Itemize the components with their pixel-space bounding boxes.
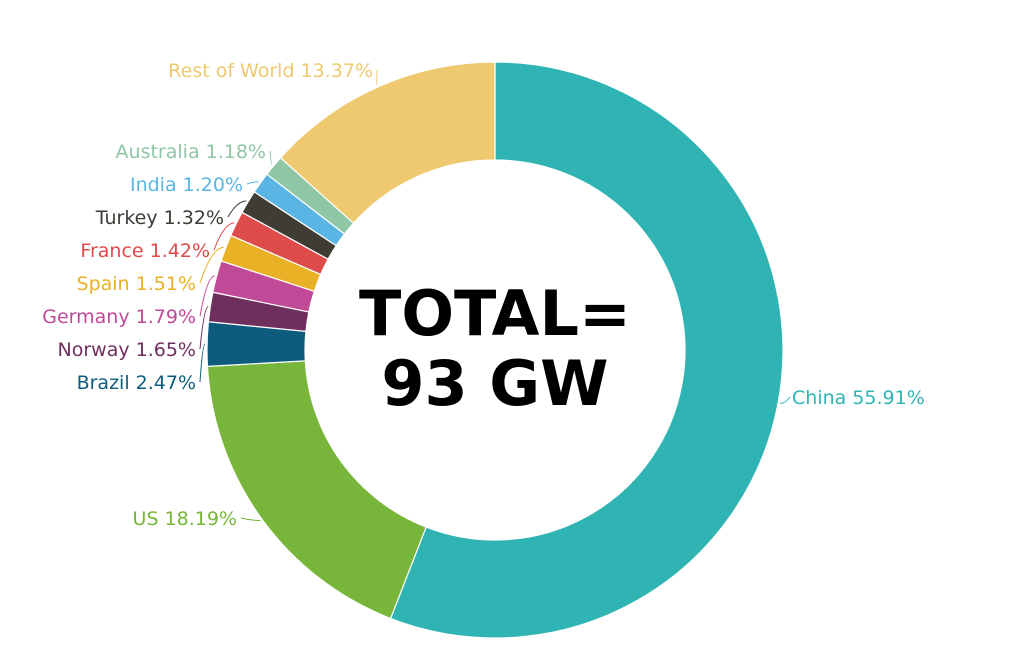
slice-us xyxy=(206,360,427,620)
leader-line-brazil xyxy=(199,343,206,383)
slice-label-france: France 1.42% xyxy=(80,240,210,262)
leader-line-norway xyxy=(199,306,209,350)
slice-china xyxy=(389,61,784,639)
slice-label-brazil: Brazil 2.47% xyxy=(77,372,196,394)
slice-label-germany: Germany 1.79% xyxy=(42,306,196,328)
leader-line-spain xyxy=(199,246,224,284)
leader-line-germany xyxy=(199,275,215,317)
leader-lines-layer xyxy=(199,69,791,521)
slice-label-norway: Norway 1.65% xyxy=(58,339,196,361)
leader-line-turkey xyxy=(227,200,247,218)
slice-label-turkey: Turkey 1.32% xyxy=(95,207,224,229)
center-total-value: 93 GW xyxy=(381,347,608,420)
slice-label-us: US 18.19% xyxy=(133,508,237,530)
slice-rest-of-world xyxy=(279,61,496,225)
slice-label-spain: Spain 1.51% xyxy=(77,273,196,295)
slice-label-china: China 55.91% xyxy=(792,387,925,409)
leader-line-india xyxy=(246,181,259,185)
leader-line-france xyxy=(213,222,235,251)
slice-label-india: India 1.20% xyxy=(130,174,243,196)
slice-label-rest-of-world: Rest of World 13.37% xyxy=(168,60,373,82)
leader-line-china xyxy=(779,396,791,404)
slices-layer xyxy=(206,61,784,639)
center-total-label: TOTAL= xyxy=(359,277,631,350)
slice-label-australia: Australia 1.18% xyxy=(116,141,266,163)
leader-line-australia xyxy=(269,150,273,166)
leader-line-us xyxy=(240,517,261,521)
slice-labels-layer: China 55.91% US 18.19% Brazil 2.47% Norway … xyxy=(42,60,925,530)
